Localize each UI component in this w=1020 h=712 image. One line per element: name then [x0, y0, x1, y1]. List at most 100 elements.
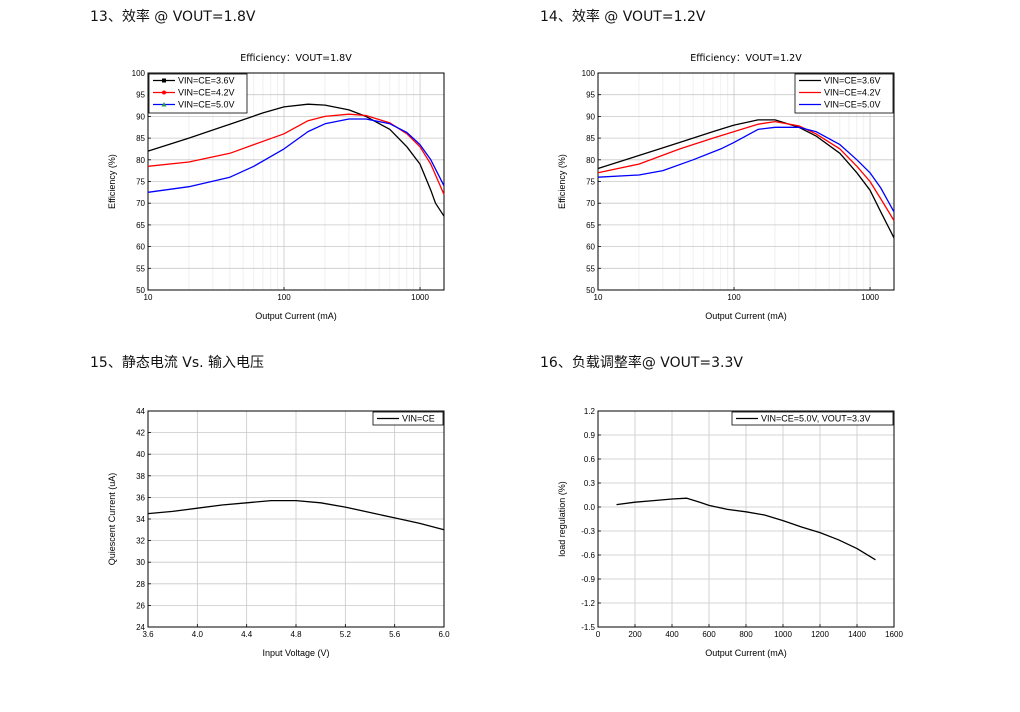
chart-title: Efficiency：VOUT=1.8V: [240, 53, 352, 64]
y-axis-title: Efficiency (%): [107, 154, 117, 209]
y-tick-label: 0.6: [584, 455, 596, 464]
x-tick-label: 1000: [861, 293, 879, 302]
x-axis-title: Output Current (mA): [705, 311, 787, 321]
x-axis-title: Output Current (mA): [255, 311, 337, 321]
section-title-quiescent-current: 15、静态电流 Vs. 输入电压: [90, 355, 265, 371]
x-tick-label: 1600: [885, 630, 903, 639]
y-tick-label: 50: [586, 286, 595, 295]
x-tick-label: 5.6: [389, 630, 401, 639]
x-tick-label: 0: [596, 630, 601, 639]
x-tick-label: 4.4: [241, 630, 253, 639]
series-line: [597, 120, 895, 221]
y-tick-label: 80: [586, 156, 595, 165]
y-tick-label: 60: [136, 243, 145, 252]
y-tick-label: 0.9: [584, 431, 596, 440]
y-tick-label: 65: [586, 221, 595, 230]
y-tick-label: 32: [136, 537, 145, 546]
legend-marker: [162, 78, 166, 83]
y-tick-label: -0.6: [581, 551, 595, 560]
legend-box: [372, 411, 444, 426]
y-tick-label: 1.2: [584, 407, 596, 416]
chart-3: 3.6 4.0 4.4 4.8 5.2 5.6 6.0 24 26 28 30 32 34 36 38 40 4…: [107, 407, 450, 658]
y-tick-label: 24: [136, 623, 145, 632]
legend-label: VIN=CE=4.2V: [178, 88, 235, 98]
series-line: [147, 499, 445, 531]
y-tick-label: 40: [136, 450, 145, 459]
x-tick-label: 600: [702, 630, 716, 639]
section-title-load-regulation: 16、负载调整率@ VOUT=3.3V: [540, 355, 743, 371]
y-tick-label: 30: [136, 558, 145, 567]
y-tick-label: 85: [136, 134, 145, 143]
legend-label: VIN=CE=3.6V: [824, 76, 881, 86]
section-title-efficiency-1v2: 14、效率 @ VOUT=1.2V: [540, 9, 706, 25]
legend-marker: [162, 90, 166, 95]
y-tick-label: 70: [586, 199, 595, 208]
y-tick-label: 55: [136, 264, 145, 273]
series-line: [147, 118, 445, 193]
x-axis-title: Input Voltage (V): [262, 648, 329, 658]
x-tick-label: 1400: [848, 630, 866, 639]
series-line: [616, 497, 876, 561]
y-tick-label: 38: [136, 472, 145, 481]
y-tick-label: 90: [586, 112, 595, 121]
legend-label: VIN=CE=3.6V: [178, 76, 235, 86]
series-line: [597, 119, 895, 239]
y-tick-label: 42: [136, 429, 145, 438]
chart-2: 10 100 1000 50 55 60 65 70 75 80 85 90 95 100 Output C…: [557, 53, 895, 321]
x-tick-label: 800: [739, 630, 753, 639]
y-tick-label: 44: [136, 407, 145, 416]
series-line: [147, 113, 445, 195]
y-tick-label: 100: [132, 69, 146, 78]
legend-label: VIN=CE=4.2V: [824, 88, 881, 98]
y-tick-label: 80: [136, 156, 145, 165]
x-tick-label: 100: [277, 293, 291, 302]
x-tick-label: 200: [628, 630, 642, 639]
x-tick-label: 1000: [774, 630, 792, 639]
y-tick-label: 36: [136, 493, 145, 502]
y-tick-label: 28: [136, 580, 145, 589]
y-tick-label: 0.0: [584, 503, 596, 512]
x-tick-label: 3.6: [142, 630, 154, 639]
y-axis-title: Efficiency (%): [557, 154, 567, 209]
x-tick-label: 4.8: [290, 630, 302, 639]
legend-label: VIN=CE: [402, 414, 435, 424]
chart-1: 10 100 1000 50 55 60 65 70 75 80 85 90 95 100 Output C…: [107, 53, 445, 321]
y-tick-label: -0.9: [581, 575, 595, 584]
y-tick-label: 85: [586, 134, 595, 143]
y-tick-label: 70: [136, 199, 145, 208]
y-tick-label: 65: [136, 221, 145, 230]
legend-box: [731, 411, 894, 426]
legend-label: VIN=CE=5.0V: [824, 100, 881, 110]
series-line: [597, 126, 895, 213]
y-tick-label: 26: [136, 601, 145, 610]
y-tick-label: -1.2: [581, 599, 595, 608]
y-tick-label: 100: [582, 69, 596, 78]
chart-title: Efficiency：VOUT=1.2V: [690, 53, 802, 64]
x-tick-label: 100: [727, 293, 741, 302]
section-title-efficiency-1v8: 13、效率 @ VOUT=1.8V: [90, 9, 256, 25]
chart-4: 0 200 400 600 800 1000 1200 1400 1600 -1.5 -1.2 -0.…: [557, 407, 903, 658]
y-tick-label: 34: [136, 515, 145, 524]
y-tick-label: 75: [136, 178, 145, 187]
x-axis-title: Output Current (mA): [705, 648, 787, 658]
x-tick-label: 5.2: [340, 630, 352, 639]
y-tick-label: 75: [586, 178, 595, 187]
x-tick-label: 10: [594, 293, 603, 302]
legend-label: VIN=CE=5.0V: [178, 100, 235, 110]
y-axis-title: load regulation (%): [557, 481, 567, 557]
y-tick-label: 50: [136, 286, 145, 295]
x-tick-label: 1000: [411, 293, 429, 302]
x-tick-label: 1200: [811, 630, 829, 639]
x-tick-label: 6.0: [438, 630, 450, 639]
x-tick-label: 10: [144, 293, 153, 302]
legend-label: VIN=CE=5.0V, VOUT=3.3V: [761, 414, 870, 424]
y-tick-label: 95: [136, 91, 145, 100]
legend-marker: [161, 102, 167, 107]
y-tick-label: 60: [586, 243, 595, 252]
y-tick-label: -0.3: [581, 527, 595, 536]
y-tick-label: 0.3: [584, 479, 596, 488]
y-axis-title: Quiescent Current (uA): [107, 473, 117, 566]
x-tick-label: 400: [665, 630, 679, 639]
y-tick-label: 90: [136, 112, 145, 121]
